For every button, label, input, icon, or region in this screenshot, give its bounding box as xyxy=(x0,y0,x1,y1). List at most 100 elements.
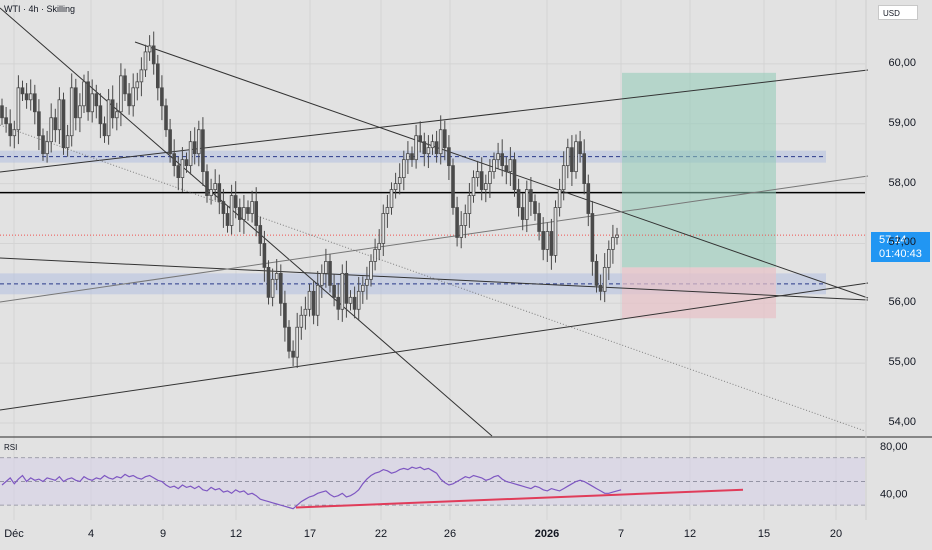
candle-body xyxy=(582,153,586,184)
candle-body xyxy=(504,165,509,173)
candle-body xyxy=(381,213,386,244)
candle-body xyxy=(594,261,599,286)
rsi-line xyxy=(1,466,622,510)
price-tick-label: 57,00 xyxy=(888,236,916,249)
candle-body xyxy=(24,93,29,101)
bar-countdown: 01:40:43 xyxy=(879,248,922,260)
candle-body xyxy=(283,302,287,328)
axes: 40,00 80,00 xyxy=(865,0,908,520)
candle-body xyxy=(578,141,582,155)
candle-body xyxy=(615,234,619,238)
candle-body xyxy=(254,201,259,226)
candle-body xyxy=(82,81,86,107)
trendline xyxy=(0,175,869,303)
time-tick-label: 2026 xyxy=(534,528,560,540)
candle-body xyxy=(611,237,615,250)
candle-body xyxy=(49,117,53,143)
trendline xyxy=(134,41,869,299)
candle-body xyxy=(410,153,414,161)
candle-body xyxy=(127,93,131,107)
candle-body xyxy=(311,290,316,316)
candle-body xyxy=(418,135,422,143)
trendline xyxy=(0,69,869,173)
candle-body xyxy=(365,278,369,286)
candle-body xyxy=(61,99,66,149)
candle-body xyxy=(557,189,562,208)
candle-body xyxy=(45,141,49,155)
candle-body xyxy=(397,177,402,184)
candle-body xyxy=(86,81,90,113)
price-tick-label: 54,00 xyxy=(888,416,916,429)
rsi-band xyxy=(0,457,865,506)
candle-body xyxy=(328,261,332,286)
time-tick-label: 26 xyxy=(443,528,457,540)
candle-body xyxy=(250,201,254,214)
candle-body xyxy=(586,183,591,214)
symbol-title: WTI · 4h · Skilling xyxy=(4,4,76,14)
candle-body xyxy=(119,75,123,113)
candle-body xyxy=(151,45,156,65)
candle-body xyxy=(28,93,33,101)
candle-body xyxy=(205,171,209,196)
candle-body xyxy=(561,165,566,190)
target-zone xyxy=(622,72,776,268)
candle-body xyxy=(184,159,189,167)
candle-body xyxy=(37,111,41,137)
candle-body xyxy=(566,147,570,167)
candle-body xyxy=(475,171,480,179)
candle-body xyxy=(492,159,496,173)
candlesticks xyxy=(0,31,619,368)
candle-body xyxy=(385,207,390,214)
candle-body xyxy=(553,207,558,256)
candle-body xyxy=(307,290,312,310)
time-tick-label: 9 xyxy=(159,528,167,540)
stop-zone xyxy=(622,267,776,319)
candle-body xyxy=(110,99,115,119)
candle-body xyxy=(65,135,70,149)
candle-body xyxy=(98,105,103,125)
candle-body xyxy=(168,129,172,155)
candle-body xyxy=(340,272,345,310)
candle-body xyxy=(471,177,476,196)
candle-body xyxy=(229,195,234,226)
candle-body xyxy=(270,278,275,298)
candle-body xyxy=(115,111,119,119)
candle-body xyxy=(213,183,218,190)
rsi-trendline xyxy=(295,488,744,509)
currency-selector[interactable]: USD xyxy=(878,5,918,20)
candle-body xyxy=(90,93,95,113)
candle-body xyxy=(225,213,230,226)
candle-body xyxy=(516,189,521,208)
candle-body xyxy=(74,87,78,119)
candle-body xyxy=(324,261,328,274)
candle-body xyxy=(426,147,431,155)
candle-body xyxy=(598,284,603,292)
candle-body xyxy=(295,326,299,358)
candle-body xyxy=(344,272,349,304)
candle-body xyxy=(221,201,226,214)
candle-body xyxy=(53,117,58,131)
candle-body xyxy=(545,231,550,250)
rsi-label: RSI xyxy=(4,443,18,452)
rsi-pane xyxy=(0,436,932,510)
price-tick-label: 58,00 xyxy=(888,176,916,189)
candle-body xyxy=(389,189,394,208)
candle-body xyxy=(303,308,308,316)
candle-body xyxy=(451,165,455,208)
candle-body xyxy=(176,165,181,179)
candle-body xyxy=(196,129,201,155)
time-tick-label: 12 xyxy=(683,528,697,540)
candle-body xyxy=(467,195,472,214)
candle-body xyxy=(291,350,295,358)
candle-body xyxy=(414,135,418,161)
trendline xyxy=(0,124,869,433)
candle-body xyxy=(319,272,324,286)
candle-body xyxy=(537,213,541,232)
candle-body xyxy=(422,141,427,155)
candle-body xyxy=(12,129,17,137)
candle-body xyxy=(147,45,152,53)
candle-body xyxy=(266,266,271,298)
candle-body xyxy=(315,284,320,316)
trendline xyxy=(0,7,493,437)
